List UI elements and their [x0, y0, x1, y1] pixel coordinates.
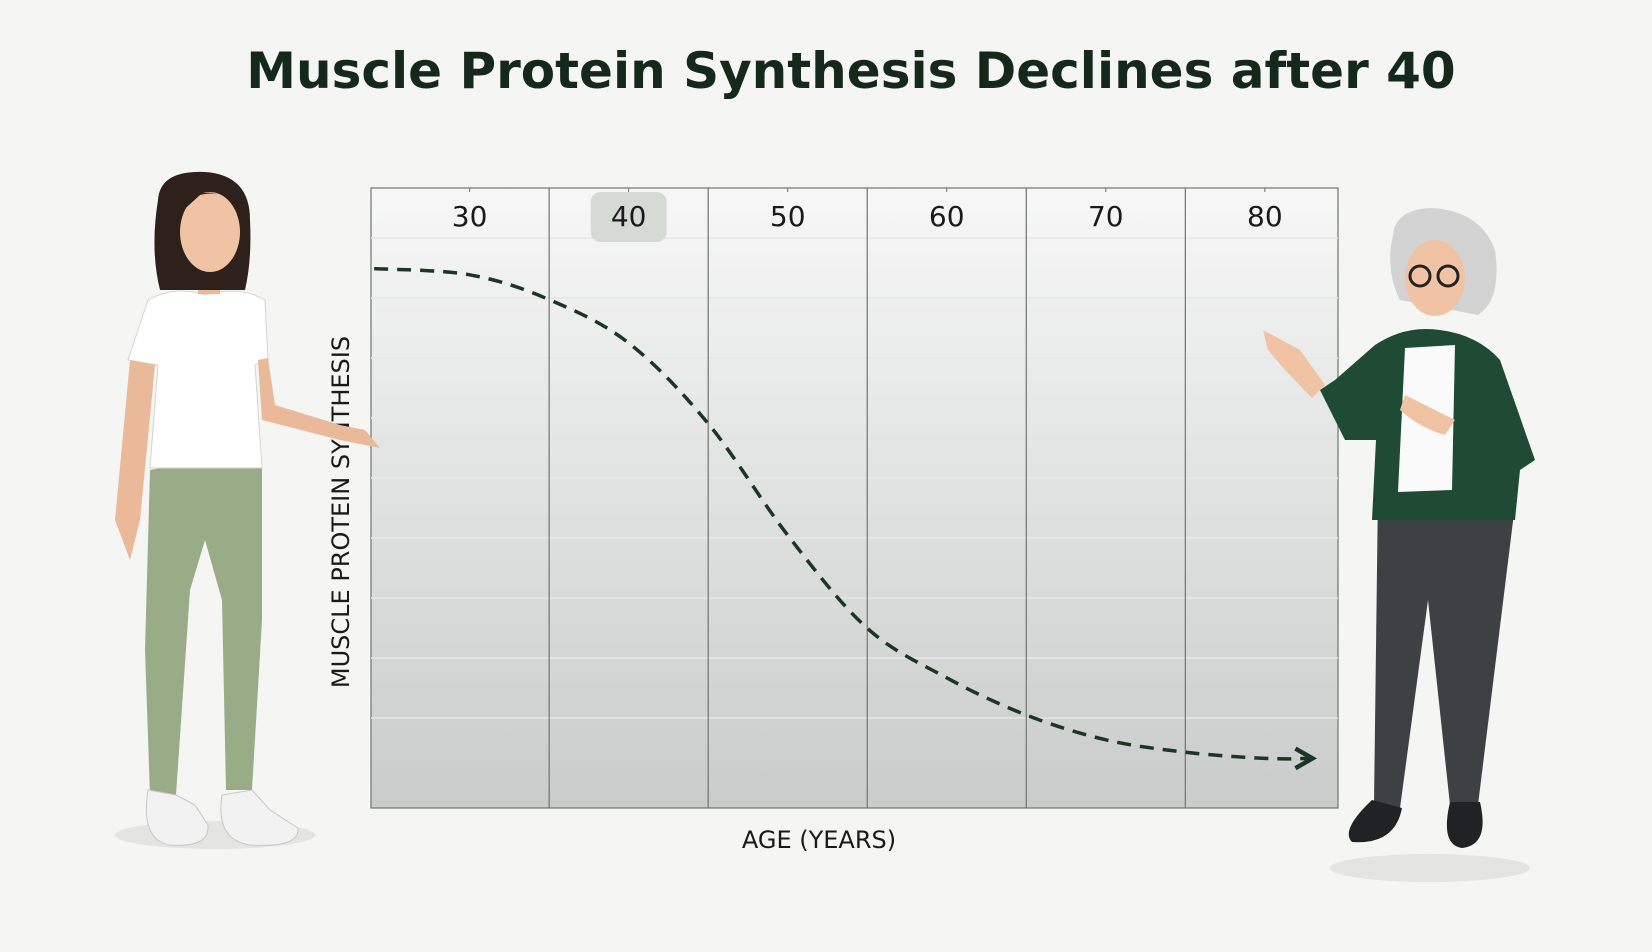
- plot-layer: 30 40 50 60 70 80: [374, 188, 1317, 808]
- x-tick-label: 80: [1247, 200, 1283, 233]
- y-axis-label: MUSCLE PROTEIN SYNTHESIS: [327, 336, 355, 688]
- x-tick-label: 40: [611, 200, 647, 233]
- background-lines: [371, 237, 1338, 719]
- young-woman-illustration: [115, 171, 380, 849]
- x-axis-label: AGE (YEARS): [742, 826, 896, 854]
- plot-area: [370, 187, 1339, 809]
- tick-highlight: [590, 192, 667, 242]
- x-tick-label: 50: [770, 200, 806, 233]
- x-tick-label: 70: [1088, 200, 1124, 233]
- older-woman-illustration: [1263, 208, 1535, 882]
- x-tick-label: 30: [452, 200, 488, 233]
- chart-title: Muscle Protein Synthesis Declines after …: [246, 42, 1455, 100]
- x-tick-label: 60: [929, 200, 965, 233]
- curve: [374, 266, 1317, 771]
